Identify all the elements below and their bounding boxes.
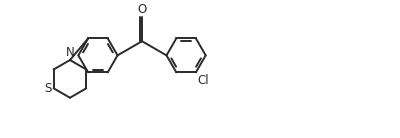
Text: Cl: Cl <box>198 74 209 87</box>
Text: S: S <box>44 82 52 95</box>
Text: N: N <box>66 46 74 59</box>
Text: O: O <box>137 3 147 16</box>
